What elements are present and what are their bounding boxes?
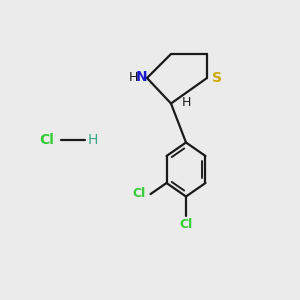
Text: H: H: [88, 133, 98, 146]
Text: H: H: [181, 96, 191, 110]
Text: H: H: [129, 70, 138, 84]
Text: Cl: Cl: [39, 133, 54, 146]
Text: Cl: Cl: [179, 218, 193, 232]
Text: S: S: [212, 71, 222, 85]
Text: Cl: Cl: [133, 187, 146, 200]
Text: N: N: [135, 70, 147, 84]
